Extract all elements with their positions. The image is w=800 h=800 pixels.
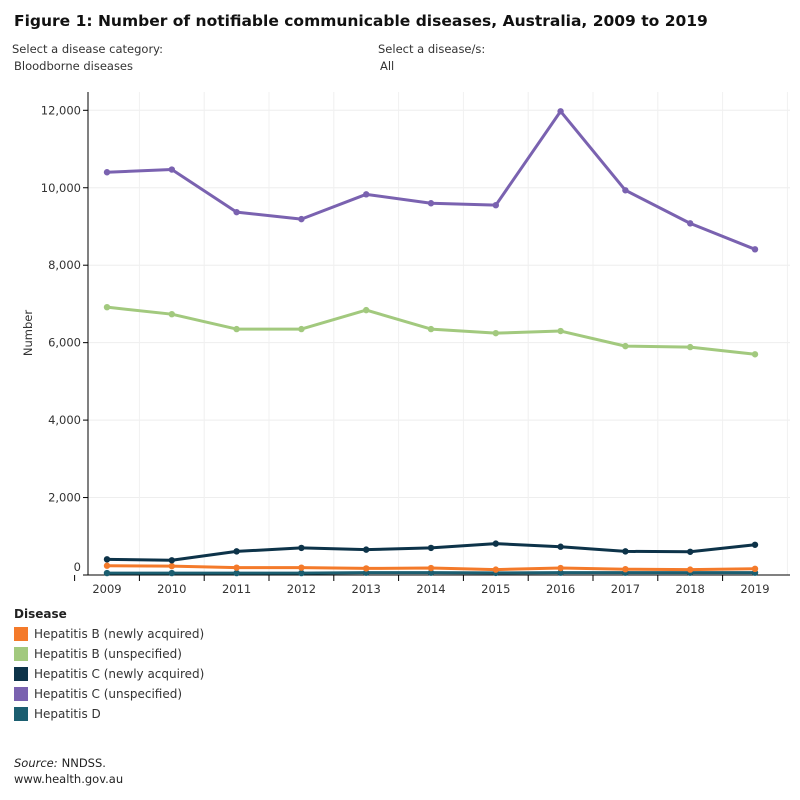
website-link[interactable]: www.health.gov.au (14, 772, 124, 786)
x-tick-label: 2017 (611, 582, 640, 596)
legend-label: Hepatitis B (unspecified) (34, 647, 182, 661)
source-text: NNDSS. (61, 756, 106, 770)
source-note: Source: NNDSS. www.health.gov.au (14, 755, 123, 787)
y-tick-label: 6,000 (48, 336, 81, 350)
data-point-hepatitis-c-unspecified[interactable] (168, 166, 175, 173)
data-point-hepatitis-c-unspecified[interactable] (233, 208, 240, 216)
data-point-hepatitis-c-unspecified[interactable] (103, 169, 111, 176)
legend-swatch (14, 627, 28, 641)
data-point-hepatitis-b-unspecified[interactable] (103, 303, 111, 311)
y-tick-label: 8,000 (48, 258, 81, 272)
data-point-hepatitis-b-newly-acquired[interactable] (687, 566, 694, 573)
legend: Disease Hepatitis B (newly acquired) Hepa… (14, 607, 204, 724)
x-tick-label: 2014 (416, 582, 445, 596)
legend-swatch (14, 707, 28, 721)
legend-item[interactable]: Hepatitis B (newly acquired) (14, 624, 204, 644)
data-point-hepatitis-c-newly-acquired[interactable] (363, 546, 370, 553)
legend-swatch (14, 667, 28, 681)
line-chart: 0 2,000 4,000 6,000 8,000 10,000 12,000 2009 201… (21, 92, 790, 596)
data-point-hepatitis-c-unspecified[interactable] (363, 191, 370, 198)
legend-item[interactable]: Hepatitis C (unspecified) (14, 684, 204, 704)
x-tick-label: 2015 (481, 582, 510, 596)
x-tick-label: 2012 (287, 582, 316, 596)
x-tick-label: 2009 (92, 582, 121, 596)
data-point-hepatitis-c-unspecified[interactable] (427, 200, 435, 207)
data-point-hepatitis-d[interactable] (427, 569, 435, 576)
legend-item[interactable]: Hepatitis D (14, 704, 204, 724)
data-point-hepatitis-c-unspecified[interactable] (622, 187, 629, 194)
data-point-hepatitis-b-unspecified[interactable] (298, 325, 305, 333)
x-tick-label: 2018 (676, 582, 705, 596)
data-point-hepatitis-b-newly-acquired[interactable] (168, 562, 175, 570)
data-point-hepatitis-b-newly-acquired[interactable] (622, 565, 629, 573)
y-tick-label: 10,000 (41, 181, 81, 195)
data-point-hepatitis-b-newly-acquired[interactable] (363, 565, 370, 572)
y-tick-label: 12,000 (41, 103, 81, 117)
data-point-hepatitis-b-unspecified[interactable] (687, 343, 694, 351)
data-point-hepatitis-c-unspecified[interactable] (751, 246, 759, 253)
legend-title: Disease (14, 607, 67, 621)
data-point-hepatitis-c-newly-acquired[interactable] (751, 541, 759, 548)
data-point-hepatitis-b-newly-acquired[interactable] (557, 564, 564, 572)
x-tick-label: 2013 (352, 582, 381, 596)
category-filter-dropdown[interactable]: Bloodborne diseases (14, 59, 134, 73)
y-tick-label: 0 (74, 560, 81, 574)
data-point-hepatitis-c-newly-acquired[interactable] (168, 557, 175, 564)
data-point-hepatitis-d[interactable] (298, 569, 305, 577)
legend-swatch (14, 687, 28, 701)
data-point-hepatitis-b-unspecified[interactable] (751, 351, 759, 358)
data-point-hepatitis-c-newly-acquired[interactable] (687, 548, 694, 555)
legend-label: Hepatitis C (unspecified) (34, 687, 183, 701)
data-point-hepatitis-d[interactable] (557, 569, 564, 576)
legend-label: Hepatitis D (34, 707, 101, 721)
data-point-hepatitis-c-newly-acquired[interactable] (492, 540, 499, 547)
data-point-hepatitis-c-unspecified[interactable] (687, 220, 694, 227)
data-point-hepatitis-d[interactable] (103, 569, 111, 577)
data-point-hepatitis-b-unspecified[interactable] (427, 325, 435, 333)
y-axis-label: Number (21, 310, 35, 356)
x-tick-label: 2011 (222, 582, 251, 596)
data-point-hepatitis-c-newly-acquired[interactable] (557, 543, 564, 550)
data-point-hepatitis-b-newly-acquired[interactable] (492, 566, 499, 573)
data-point-hepatitis-c-unspecified[interactable] (298, 215, 305, 223)
data-point-hepatitis-c-newly-acquired[interactable] (622, 548, 629, 555)
disease-filter-dropdown[interactable]: All (380, 59, 395, 73)
category-filter-label: Select a disease category: (12, 42, 164, 56)
legend-label: Hepatitis C (newly acquired) (34, 667, 205, 681)
legend-item[interactable]: Hepatitis C (newly acquired) (14, 664, 204, 684)
data-point-hepatitis-b-newly-acquired[interactable] (103, 562, 111, 569)
data-point-hepatitis-c-newly-acquired[interactable] (103, 556, 111, 563)
data-point-hepatitis-b-newly-acquired[interactable] (751, 565, 759, 573)
data-point-hepatitis-c-newly-acquired[interactable] (233, 548, 240, 555)
data-point-hepatitis-d[interactable] (233, 569, 240, 577)
x-tick-label: 2016 (546, 582, 575, 596)
data-point-hepatitis-b-newly-acquired[interactable] (298, 564, 305, 571)
x-tick-label: 2010 (157, 582, 186, 596)
data-point-hepatitis-c-unspecified[interactable] (492, 201, 499, 209)
source-label: Source: (14, 756, 58, 770)
data-point-hepatitis-d[interactable] (168, 569, 175, 577)
data-point-hepatitis-b-unspecified[interactable] (233, 325, 240, 333)
data-point-hepatitis-c-unspecified[interactable] (557, 108, 564, 115)
data-point-hepatitis-c-newly-acquired[interactable] (298, 544, 305, 552)
data-point-hepatitis-b-newly-acquired[interactable] (233, 564, 240, 571)
data-point-hepatitis-b-unspecified[interactable] (557, 327, 564, 335)
disease-filter-label: Select a disease/s: (378, 42, 486, 56)
legend-swatch (14, 647, 28, 661)
data-point-hepatitis-b-newly-acquired[interactable] (427, 564, 435, 572)
legend-item[interactable]: Hepatitis B (unspecified) (14, 644, 204, 664)
data-point-hepatitis-b-unspecified[interactable] (168, 310, 175, 318)
data-point-hepatitis-b-unspecified[interactable] (363, 306, 370, 314)
y-tick-label: 2,000 (48, 491, 81, 505)
y-tick-label: 4,000 (48, 413, 81, 427)
chart-title: Figure 1: Number of notifiable communica… (14, 12, 708, 30)
legend-label: Hepatitis B (newly acquired) (34, 627, 205, 641)
x-tick-label: 2019 (740, 582, 769, 596)
data-point-hepatitis-c-newly-acquired[interactable] (427, 544, 435, 552)
data-point-hepatitis-b-unspecified[interactable] (622, 342, 629, 350)
data-point-hepatitis-b-unspecified[interactable] (492, 329, 499, 337)
